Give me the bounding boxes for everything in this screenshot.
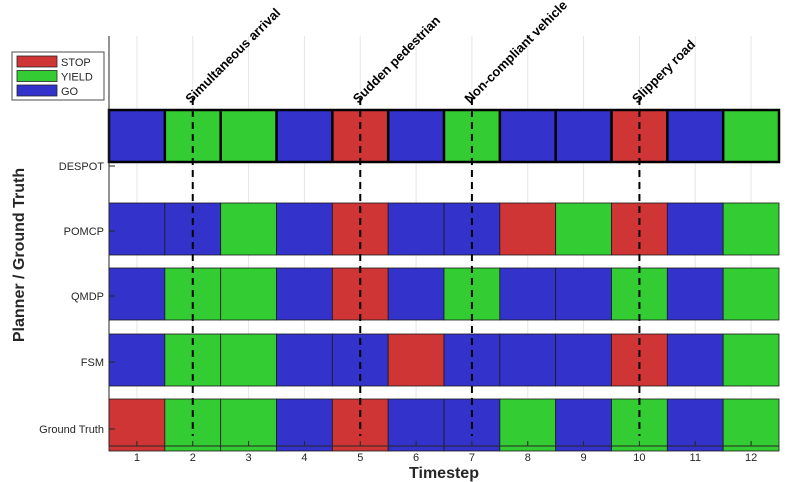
heatmap-cell <box>276 267 333 321</box>
y-tick-label: QMDP <box>71 291 104 303</box>
heatmap-cell <box>555 202 612 256</box>
x-tick-label: 10 <box>633 452 645 464</box>
heatmap-cell <box>666 267 724 321</box>
x-tick-label: 9 <box>581 452 587 464</box>
heatmap-cell <box>387 333 445 387</box>
heatmap-cell <box>722 202 780 256</box>
heatmap-cell <box>220 109 277 163</box>
x-tick-label: 6 <box>413 452 419 464</box>
heatmap-cell <box>220 202 277 256</box>
heatmap-cell <box>108 333 166 387</box>
heatmap-cell <box>555 333 612 387</box>
event-label: Sudden pedestrian <box>350 13 443 106</box>
y-tick-label: FSM <box>81 357 104 369</box>
heatmap-cell <box>499 333 557 387</box>
event-label: Simultaneous arrival <box>182 5 283 106</box>
heatmap-cell <box>499 109 557 163</box>
heatmap-cell <box>666 202 724 256</box>
legend-swatch <box>16 55 58 68</box>
heatmap-cell <box>666 333 724 387</box>
heatmap-cell <box>220 267 277 321</box>
x-tick-label: 2 <box>190 452 196 464</box>
event-label: Non-compliant vehicle <box>461 0 570 106</box>
legend-label: GO <box>61 86 79 98</box>
legend: STOP YIELD GO <box>11 51 105 101</box>
axes: 1 2 3 4 5 6 7 8 9 10 11 12DESPOTPOMCPQMDPFSMGround … <box>39 36 779 464</box>
x-tick-label: 12 <box>745 452 757 464</box>
heatmap-cell <box>499 267 557 321</box>
heatmap-cell <box>276 109 333 163</box>
heatmap-cell <box>387 267 445 321</box>
heatmap-cell <box>555 267 612 321</box>
heatmap-cell <box>722 109 780 163</box>
legend-label: STOP <box>61 57 91 69</box>
x-tick-label: 7 <box>469 452 475 464</box>
x-tick-label: 5 <box>357 452 363 464</box>
heatmap-cell <box>108 202 166 256</box>
heatmap-cell <box>666 109 724 163</box>
legend-label: YIELD <box>61 72 93 84</box>
heatmap-cell <box>387 109 445 163</box>
heatmap-cell <box>555 109 612 163</box>
x-axis-title: Timestep <box>409 465 479 482</box>
y-tick-label: POMCP <box>64 226 104 238</box>
y-tick-label: Ground Truth <box>39 424 104 436</box>
heatmap-cell <box>108 267 166 321</box>
y-axis-title: Planner / Ground Truth <box>11 168 28 342</box>
heatmap-cell <box>220 333 277 387</box>
legend-swatch <box>16 70 58 82</box>
heatmap-cell <box>387 202 445 256</box>
heatmap-cell <box>499 202 557 256</box>
y-tick-label: DESPOT <box>59 161 105 173</box>
x-tick-label: 3 <box>246 452 252 464</box>
heatmap-cell <box>722 267 780 321</box>
x-tick-label: 1 <box>134 452 140 464</box>
heatmap-cells <box>108 109 780 452</box>
x-tick-label: 11 <box>690 452 701 464</box>
heatmap-cell <box>722 333 780 387</box>
x-tick-label: 4 <box>301 452 307 464</box>
heatmap-cell <box>108 109 166 163</box>
x-tick-label: 8 <box>525 452 531 464</box>
heatmap-cell <box>276 202 333 256</box>
legend-swatch <box>16 84 58 97</box>
heatmap-cell <box>276 333 333 387</box>
